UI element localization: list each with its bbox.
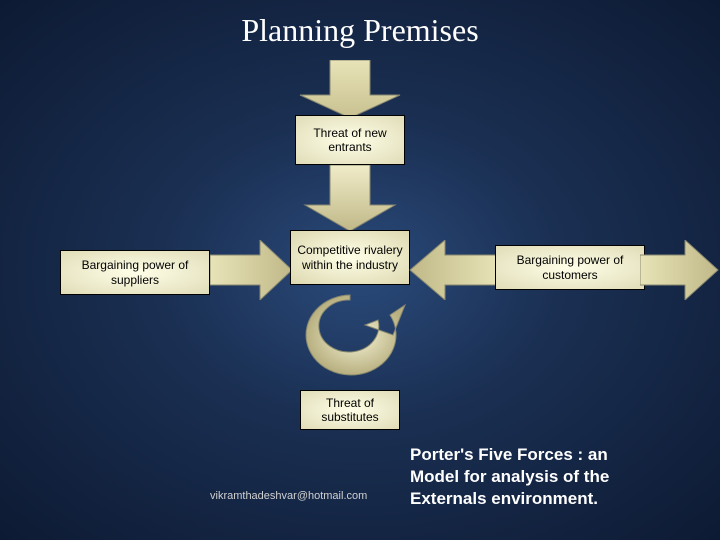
caption-line: Externals environment. [410,488,690,510]
footer-email: vikramthadeshvar@hotmail.com [210,490,367,502]
box-customers: Bargaining power of customers [495,245,645,290]
caption-line: Porter's Five Forces : an [410,444,690,466]
five-forces-diagram: Threat of new entrants Bargaining power … [0,70,720,470]
caption-text: Porter's Five Forces : an Model for anal… [410,444,690,510]
page-title: Planning Premises [0,0,720,49]
arrow-top-down [290,60,410,120]
arrow-top-to-center [295,165,405,235]
caption-line: Model for analysis of the [410,466,690,488]
arrow-right-out [640,240,720,300]
box-rivalry: Competitive rivalery within the industry [290,230,410,285]
box-substitutes: Threat of substitutes [300,390,400,430]
arrow-right-to-center [405,240,500,300]
circular-arrow-icon [275,280,425,380]
box-new-entrants: Threat of new entrants [295,115,405,165]
box-suppliers: Bargaining power of suppliers [60,250,210,295]
